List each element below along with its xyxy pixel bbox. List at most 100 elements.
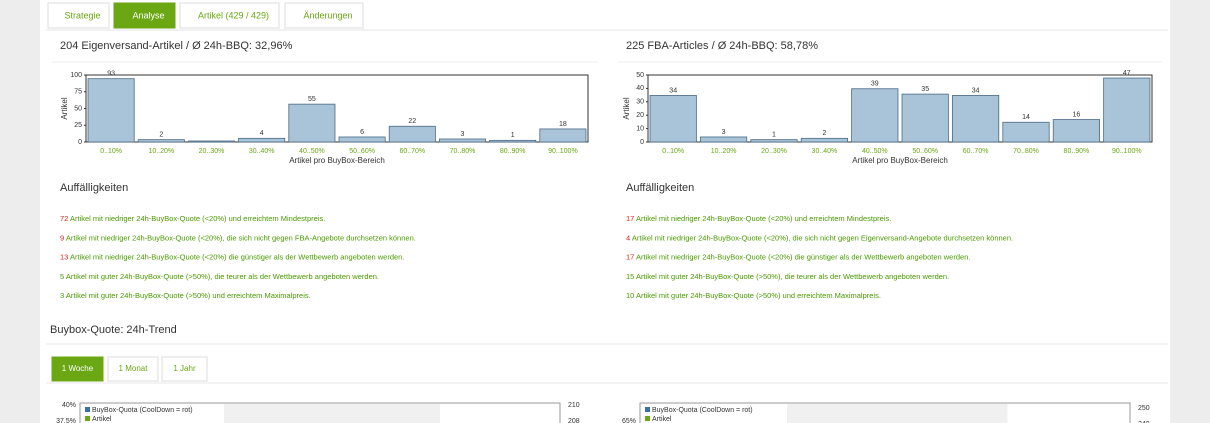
trend-shade	[224, 404, 440, 423]
content-panel	[40, 0, 1170, 423]
x-tick-label: 70..80%	[1013, 148, 1039, 155]
x-tick-label: 60..70%	[963, 148, 989, 155]
tab-label: Analyse	[132, 10, 164, 20]
x-tick-label: 0..10%	[100, 148, 122, 155]
plot-frame	[647, 74, 1153, 143]
finding: 17 Artikel mit niedriger 24h-BuyBox-Quot…	[626, 214, 891, 223]
y-tick-label: 0	[640, 139, 644, 146]
bar-value-label: 18	[559, 121, 567, 128]
x-tick-label: 20..30%	[199, 148, 225, 155]
x-tick-label: 60..70%	[399, 148, 425, 155]
findings-title: Auffälligkeiten	[626, 182, 694, 194]
finding-text: Artikel mit niedriger 24h-BuyBox-Quote (…	[66, 233, 416, 242]
x-tick-label: 0..10%	[662, 148, 684, 155]
tab-label: Strategie	[64, 10, 100, 20]
bar	[649, 95, 697, 143]
bar	[901, 93, 949, 143]
y-tick-label: 75	[74, 89, 82, 96]
finding-count: 5	[60, 272, 64, 281]
y-tick-label: 40	[636, 85, 644, 92]
finding-count: 3	[60, 291, 64, 300]
x-tick-label: 90..100%	[1112, 148, 1142, 155]
finding: 15 Artikel mit guter 24h-BuyBox-Quote (>…	[626, 272, 949, 281]
panel-title: 204 Eigenversand-Artikel / Ø 24h-BBQ: 32…	[60, 40, 293, 52]
bar	[338, 136, 386, 143]
x-tick-label: 90..100%	[548, 148, 578, 155]
y-tick-label: 10	[636, 125, 644, 132]
bar-value-label: 3	[722, 129, 726, 136]
tab[interactable]: Artikel (429 / 429)	[179, 2, 280, 29]
bar	[851, 88, 899, 143]
bar	[238, 137, 286, 143]
trend-y-tick-label: 65%	[622, 418, 636, 423]
tab[interactable]: Änderungen	[284, 2, 364, 29]
bar	[87, 78, 135, 143]
y-tick-label: 0	[78, 139, 82, 146]
bar-value-label: 1	[772, 132, 776, 139]
bar-value-label: 6	[360, 129, 364, 136]
bar	[952, 95, 1000, 143]
bar	[137, 139, 185, 143]
bar-value-label: 14	[1022, 114, 1030, 121]
trend-y2-tick-label: 210	[568, 402, 580, 409]
bar-value-label: 1	[511, 132, 515, 139]
legend-label: BuyBox-Quota (CoolDown = rot)	[92, 407, 193, 414]
tab[interactable]: Analyse	[113, 2, 176, 29]
bar-value-label: 35	[921, 86, 929, 93]
bar	[388, 125, 436, 143]
legend-swatch	[645, 416, 650, 421]
range-button[interactable]: 1 Monat	[107, 356, 159, 382]
bar-value-label: 16	[1073, 111, 1081, 118]
bar-value-label: 39	[871, 81, 879, 88]
x-tick-label: 80..90%	[1064, 148, 1090, 155]
bar	[188, 140, 235, 143]
bar	[288, 103, 336, 143]
x-tick-label: 50..60%	[349, 148, 375, 155]
finding-count: 17	[626, 253, 634, 262]
bar-value-label: 3	[461, 131, 465, 138]
y-tick-label: 50	[636, 72, 644, 79]
range-button-label: 1 Jahr	[173, 364, 196, 373]
x-tick-label: 10..20%	[148, 148, 174, 155]
tab-bg	[284, 2, 364, 29]
bar-value-label: 2	[159, 132, 163, 139]
tab[interactable]: Strategie	[47, 2, 110, 29]
legend-label: Artikel	[652, 416, 672, 423]
x-tick-label: 30..40%	[812, 148, 838, 155]
finding-count: 72	[60, 214, 68, 223]
range-button[interactable]: 1 Jahr	[161, 356, 208, 382]
finding: 13 Artikel mit niedriger 24h-BuyBox-Quot…	[60, 253, 404, 262]
finding-count: 9	[60, 233, 64, 242]
tab-label: Änderungen	[303, 10, 352, 20]
bar	[439, 138, 486, 143]
range-button-bg	[161, 356, 208, 382]
finding-text: Artikel mit guter 24h-BuyBox-Quote (>50%…	[66, 291, 311, 300]
x-axis-label: Artikel pro BuyBox-Bereich	[289, 156, 385, 165]
finding-text: Artikel mit guter 24h-BuyBox-Quote (>50%…	[636, 272, 949, 281]
trend-title: Buybox-Quote: 24h-Trend	[50, 324, 177, 336]
finding-text: Artikel mit niedriger 24h-BuyBox-Quote (…	[70, 214, 325, 223]
bar	[800, 137, 848, 143]
y-tick-label: 25	[74, 122, 82, 129]
y-axis-label: Artikel	[60, 97, 69, 119]
bar-value-label: 2	[822, 130, 826, 137]
x-tick-label: 40..50%	[862, 148, 888, 155]
y-tick-label: 100	[70, 72, 82, 79]
legend-swatch	[645, 407, 650, 412]
x-tick-label: 20..30%	[761, 148, 787, 155]
bar-value-label: 4	[260, 130, 264, 137]
x-tick-label: 40..50%	[299, 148, 325, 155]
range-button-label: 1 Woche	[62, 364, 94, 373]
finding-text: Artikel mit niedriger 24h-BuyBox-Quote (…	[70, 253, 404, 262]
range-button[interactable]: 1 Woche	[51, 356, 104, 382]
findings-title: Auffälligkeiten	[60, 182, 128, 194]
x-tick-label: 80..90%	[500, 148, 526, 155]
finding: 9 Artikel mit niedriger 24h-BuyBox-Quote…	[60, 233, 416, 242]
x-tick-label: 10..20%	[711, 148, 737, 155]
bar	[1052, 119, 1100, 143]
finding: 3 Artikel mit guter 24h-BuyBox-Quote (>5…	[60, 291, 311, 300]
bar	[539, 128, 587, 143]
